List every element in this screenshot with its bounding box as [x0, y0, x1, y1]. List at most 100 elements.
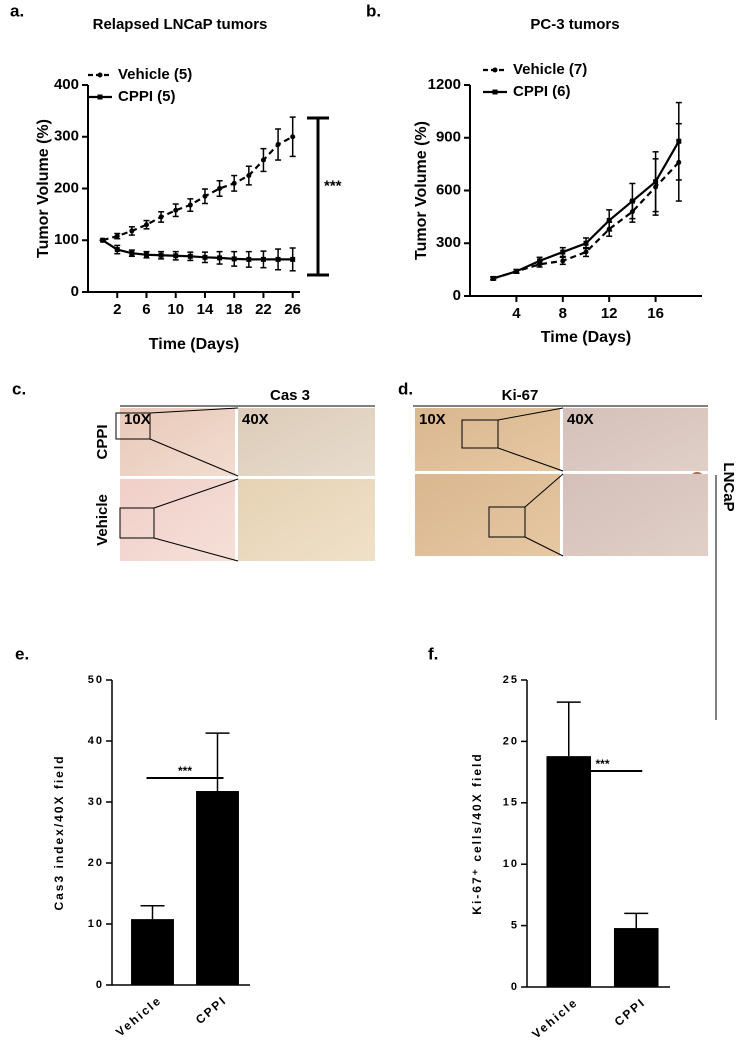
point [653, 179, 659, 185]
y-tick-label: 5 [511, 920, 519, 932]
row-label: Vehicle [94, 494, 111, 546]
side-label: LNCaP [720, 462, 737, 511]
zoom-line [149, 438, 239, 477]
series-line [492, 140, 680, 280]
x-tick-label: 18 [226, 301, 243, 318]
point [583, 240, 589, 246]
x-tick-label: CPPI [193, 993, 230, 1027]
point [560, 249, 566, 255]
x-tick-label: 8 [559, 305, 567, 322]
x-tick-label: 2 [113, 301, 121, 318]
panel-label: c. [12, 379, 26, 398]
point [560, 258, 566, 264]
point [513, 268, 519, 274]
point [187, 202, 193, 208]
image-vehicle-40x [238, 479, 375, 561]
point [158, 252, 164, 258]
bar [546, 756, 592, 987]
panel-label: d. [398, 379, 413, 398]
point [173, 253, 179, 259]
panel-title: Ki-67 [502, 387, 539, 404]
x-tick-label: 22 [255, 301, 272, 318]
y-tick-label: 400 [54, 76, 79, 93]
zoom-line [153, 537, 239, 562]
y-tick-label: 1200 [428, 76, 461, 93]
y-axis-label: Ki-67⁺ cells/40X field [470, 752, 484, 914]
annotation: *** [324, 177, 342, 194]
zoom-box [488, 506, 526, 538]
magnification: 10X [419, 411, 446, 428]
image-ki67-top-10x [415, 408, 560, 471]
legend-label: Vehicle (7) [513, 61, 587, 78]
y-tick-label: 100 [54, 231, 79, 248]
y-tick-label: 20 [503, 735, 519, 747]
zoom-line [497, 447, 564, 472]
point [129, 250, 135, 256]
point [246, 173, 252, 179]
x-axis-label: Time (Days) [149, 336, 239, 353]
point [275, 256, 281, 262]
point [114, 247, 120, 253]
magnification: 40X [242, 411, 269, 428]
point [290, 134, 296, 140]
point [583, 249, 589, 255]
y-axis-label: Tumor Volume (%) [413, 121, 430, 260]
point [217, 186, 223, 191]
series-line [102, 135, 294, 242]
point [143, 252, 149, 258]
y-tick-label: 900 [436, 129, 461, 146]
y-tick-label: 200 [54, 179, 79, 196]
point [490, 275, 496, 281]
x-tick-label: 26 [284, 301, 301, 318]
point [158, 214, 164, 220]
y-tick-label: 15 [503, 797, 519, 809]
point [143, 222, 149, 228]
point [114, 233, 120, 239]
x-tick-label: 6 [142, 301, 150, 318]
annotation: *** [595, 757, 609, 771]
panel-label: f. [428, 644, 438, 663]
point [231, 256, 237, 262]
point [246, 256, 252, 262]
microscopy-images: c. Cas 3 10X 40X CPPI Vehicle d. Ki-67 1… [12, 379, 737, 720]
y-tick-label: 300 [54, 128, 79, 145]
image-ki67-bottom-40x [563, 474, 708, 556]
image-ki67-top-40x [563, 408, 708, 471]
point [173, 207, 179, 213]
x-tick-label: 4 [512, 305, 521, 322]
y-tick-label: 0 [511, 981, 519, 993]
image-vehicle-10x [120, 479, 235, 561]
zoom-line [497, 407, 564, 421]
zoom-line [153, 478, 239, 509]
x-tick-label: 12 [601, 305, 618, 322]
bar [613, 928, 659, 987]
legend-label: CPPI (5) [118, 88, 176, 105]
zoom-line [524, 536, 564, 557]
zoom-line [524, 473, 564, 508]
legend-label: CPPI (6) [513, 83, 571, 100]
zoom-box [115, 412, 151, 440]
series-line [492, 161, 680, 280]
zoom-box [461, 419, 499, 449]
bar [196, 791, 239, 985]
y-tick-label: 40 [88, 735, 104, 747]
x-tick-label: 16 [647, 305, 664, 322]
y-tick-label: 50 [88, 674, 104, 686]
y-tick-label: 0 [71, 283, 79, 300]
point [187, 253, 193, 259]
chart-title: Relapsed LNCaP tumors [93, 16, 268, 33]
y-axis-label: Tumor Volume (%) [35, 119, 52, 258]
chart-title: PC-3 tumors [530, 16, 619, 33]
y-tick-label: 10 [503, 858, 519, 870]
panel-label: a. [10, 1, 24, 20]
point [606, 217, 612, 223]
panel-title: Cas 3 [270, 387, 310, 404]
point [537, 258, 543, 264]
legend-marker [97, 72, 103, 78]
x-tick-label: CPPI [612, 995, 649, 1029]
legend-marker [97, 94, 103, 100]
panel-label: e. [15, 644, 29, 663]
point [231, 180, 237, 186]
point [202, 254, 208, 260]
